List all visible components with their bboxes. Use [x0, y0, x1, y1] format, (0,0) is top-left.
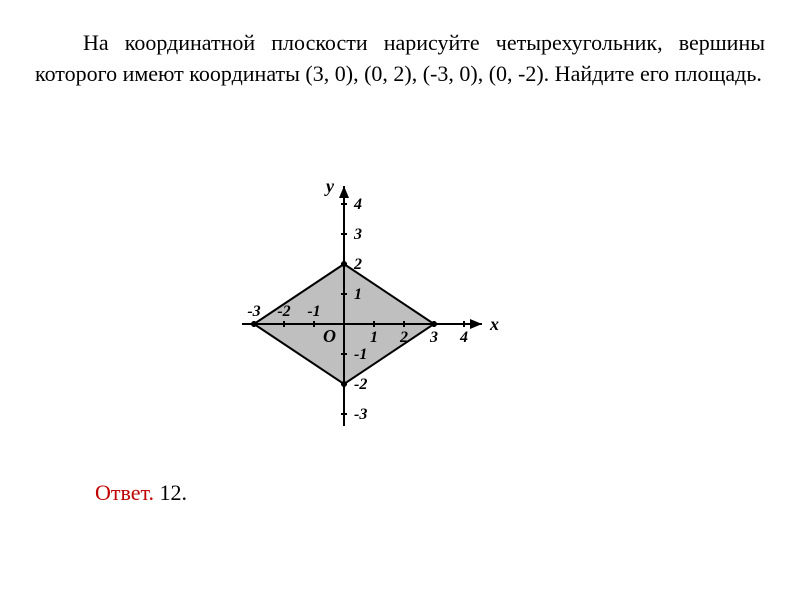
svg-text:y: y	[324, 180, 335, 196]
svg-text:3: 3	[429, 329, 438, 346]
problem-text: На координатной плоскости нарисуйте четы…	[35, 28, 765, 90]
svg-text:-1: -1	[354, 346, 367, 363]
problem-statement: На координатной плоскости нарисуйте четы…	[35, 28, 765, 90]
svg-text:3: 3	[353, 226, 362, 243]
svg-text:O: O	[323, 326, 336, 346]
svg-text:1: 1	[370, 329, 378, 346]
svg-text:-1: -1	[307, 303, 320, 320]
answer-line: Ответ. 12.	[95, 480, 187, 506]
svg-text:-3: -3	[247, 303, 260, 320]
svg-text:4: 4	[459, 329, 468, 346]
svg-text:4: 4	[353, 196, 362, 213]
svg-text:2: 2	[399, 329, 408, 346]
answer-label: Ответ.	[95, 480, 154, 505]
svg-text:-2: -2	[354, 376, 367, 393]
coordinate-plane-chart: -3-2-11234-3-2-11234Oxy	[0, 180, 800, 460]
answer-value: 12.	[160, 480, 188, 505]
svg-text:1: 1	[354, 286, 362, 303]
coordinate-plane-svg: -3-2-11234-3-2-11234Oxy	[230, 180, 570, 460]
svg-text:2: 2	[353, 256, 362, 273]
svg-text:-3: -3	[354, 406, 367, 423]
svg-text:x: x	[489, 314, 499, 334]
svg-text:-2: -2	[277, 303, 290, 320]
